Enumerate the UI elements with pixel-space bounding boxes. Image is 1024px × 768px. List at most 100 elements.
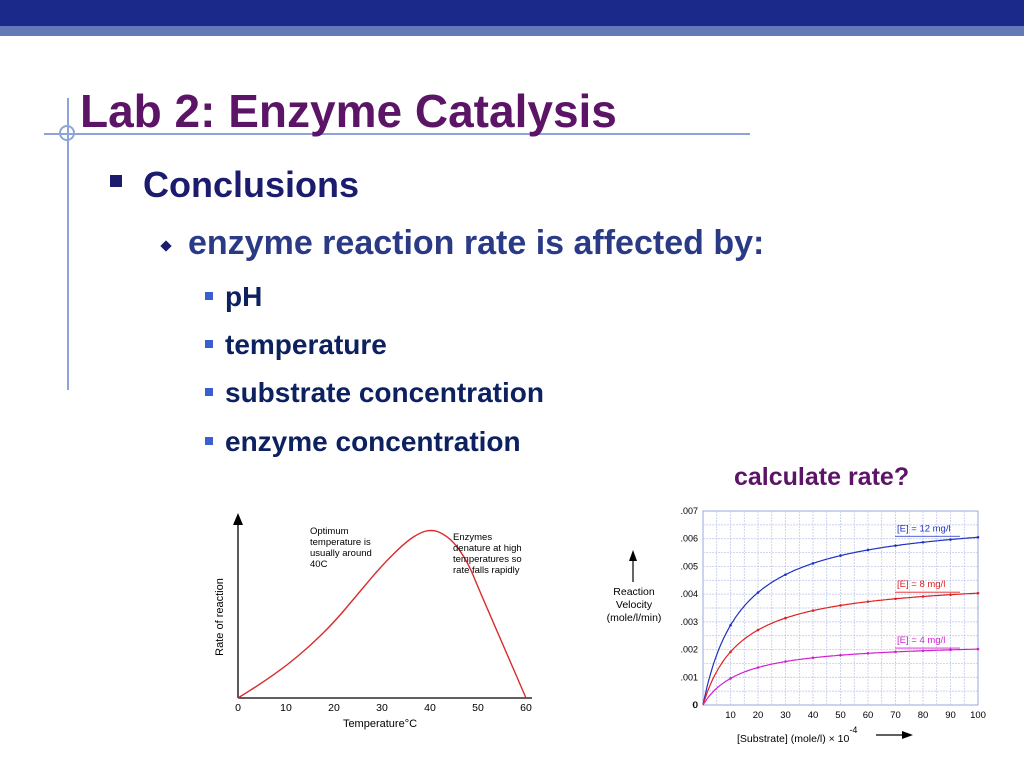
x-tick-label: 100	[970, 710, 986, 721]
small-square-bullet-icon	[205, 387, 213, 396]
x-axis-label: Temperature°C	[343, 718, 417, 730]
data-point	[976, 535, 980, 539]
y-tick-label: .007	[680, 506, 698, 516]
small-square-bullet-icon	[205, 291, 213, 300]
data-point	[729, 624, 732, 627]
bullet-substrate: substrate concentration	[205, 377, 544, 409]
bullet-temperature-label: temperature	[225, 329, 387, 360]
x-tick-label: 30	[376, 702, 388, 714]
data-point	[729, 650, 732, 654]
y-axis-arrow-icon	[233, 513, 243, 525]
data-point	[976, 647, 980, 651]
data-point	[921, 649, 925, 653]
velocity-chart: 0.001.002.003.004.005.006.007 010 20 30 40 5…	[607, 506, 986, 745]
x-axis-label-exponent: -4	[849, 725, 857, 735]
data-point	[894, 597, 897, 601]
x-tick-label: 30	[780, 710, 791, 721]
diamond-bullet-icon	[160, 240, 172, 252]
data-point	[976, 591, 980, 595]
annotation-denature-line: Enzymes	[453, 532, 492, 543]
guide-circle	[59, 125, 75, 141]
data-point	[811, 609, 815, 612]
top-bar-light	[0, 26, 1024, 36]
y-tick-label: .001	[680, 672, 698, 682]
data-point	[949, 648, 952, 652]
data-point	[756, 591, 760, 594]
y-tick-label: 0	[693, 700, 698, 710]
annotation-optimum-line: Optimum	[310, 526, 349, 537]
x-tick-label: 50	[472, 702, 484, 714]
x-axis-label: [Substrate] (mole/l) × 10-4	[737, 725, 857, 745]
square-bullet-icon	[110, 175, 122, 187]
bullet-rate-affected: enzyme reaction rate is affected by:	[188, 224, 765, 262]
x-tick-label: 50	[835, 710, 846, 721]
x-tick-label: 40	[808, 710, 819, 721]
y-tick-label: .006	[680, 534, 698, 544]
callout-calculate-rate: calculate rate?	[734, 463, 910, 491]
annotation-optimum-line: usually around	[310, 548, 372, 559]
annotation-denature-line: denature at high	[453, 543, 522, 554]
bullet-ph: pH	[205, 281, 262, 313]
data-point	[839, 653, 842, 657]
data-point	[839, 604, 842, 607]
data-point	[784, 660, 787, 663]
data-point	[921, 595, 925, 598]
x-tick-label: 70	[890, 710, 901, 721]
x-tick-label: 20	[753, 710, 764, 721]
data-point	[839, 554, 842, 557]
data-point	[756, 666, 760, 669]
y-axis-label: Rate of reaction	[214, 578, 226, 656]
small-square-bullet-icon	[205, 339, 213, 348]
top-bar	[0, 0, 1024, 36]
bullet-conclusions: Conclusions	[143, 164, 360, 205]
data-point	[784, 616, 787, 620]
x-tick-label: 20	[328, 702, 340, 714]
data-point	[949, 593, 952, 596]
annotation-optimum-line: 40C	[310, 559, 328, 570]
bullet-ph-label: pH	[225, 281, 263, 312]
guide-line-vertical	[67, 98, 69, 390]
series-label: [E] = 8 mg/l	[897, 579, 945, 590]
top-bar-dark	[0, 0, 1024, 26]
bullet-substrate-label: substrate concentration	[225, 377, 544, 408]
data-point	[894, 650, 897, 654]
x-tick-label: 90	[945, 710, 956, 721]
small-square-bullet-icon	[205, 436, 213, 445]
temperature-chart: 0 10 20 30 40 50 60 Rate of reaction Temperatu…	[214, 513, 532, 730]
series-label: [E] = 4 mg/l	[897, 635, 945, 646]
annotation-optimum-line: temperature is	[310, 537, 371, 548]
y-axis-label: Reaction Velocity (mole/l/min)	[607, 586, 662, 624]
x-tick-label: 60	[520, 702, 532, 714]
x-tick-label: 60	[863, 710, 874, 721]
x-axis-arrow-icon	[902, 731, 913, 739]
rate-curve	[237, 529, 527, 699]
data-point	[811, 656, 815, 660]
data-point	[756, 628, 760, 632]
x-tick-label: 10	[725, 710, 736, 721]
slide-title: Lab 2: Enzyme Catalysis	[80, 85, 617, 137]
y-axis-label-line: Velocity	[616, 599, 653, 611]
y-tick-label: .005	[680, 561, 698, 571]
velocity-arrow-icon	[629, 550, 637, 561]
data-point	[729, 677, 732, 680]
x-tick-label: 0	[692, 700, 697, 711]
data-point	[921, 540, 925, 544]
x-tick-label: 40	[424, 702, 436, 714]
data-point	[949, 538, 952, 541]
y-axis-label-line: Reaction	[613, 586, 655, 598]
annotation-denature: Enzymes denature at high temperatures so…	[453, 532, 522, 576]
bullet-enzyme: enzyme concentration	[205, 426, 521, 458]
data-point	[866, 548, 870, 552]
x-tick-label: 80	[918, 710, 929, 721]
guide-line-horizontal	[44, 133, 750, 135]
data-point	[784, 573, 787, 576]
bullet-temperature: temperature	[205, 329, 387, 361]
x-tick-label: 0	[235, 702, 241, 714]
x-tick-label: 10	[280, 702, 292, 714]
annotation-optimum: Optimum temperature is usually around 40…	[310, 526, 372, 570]
data-point	[811, 562, 815, 565]
bullet-enzyme-label: enzyme concentration	[225, 426, 521, 457]
x-axis-label-text: [Substrate] (mole/l) × 10	[737, 733, 850, 745]
y-tick-label: .004	[680, 589, 698, 599]
y-tick-label: .003	[680, 617, 698, 627]
